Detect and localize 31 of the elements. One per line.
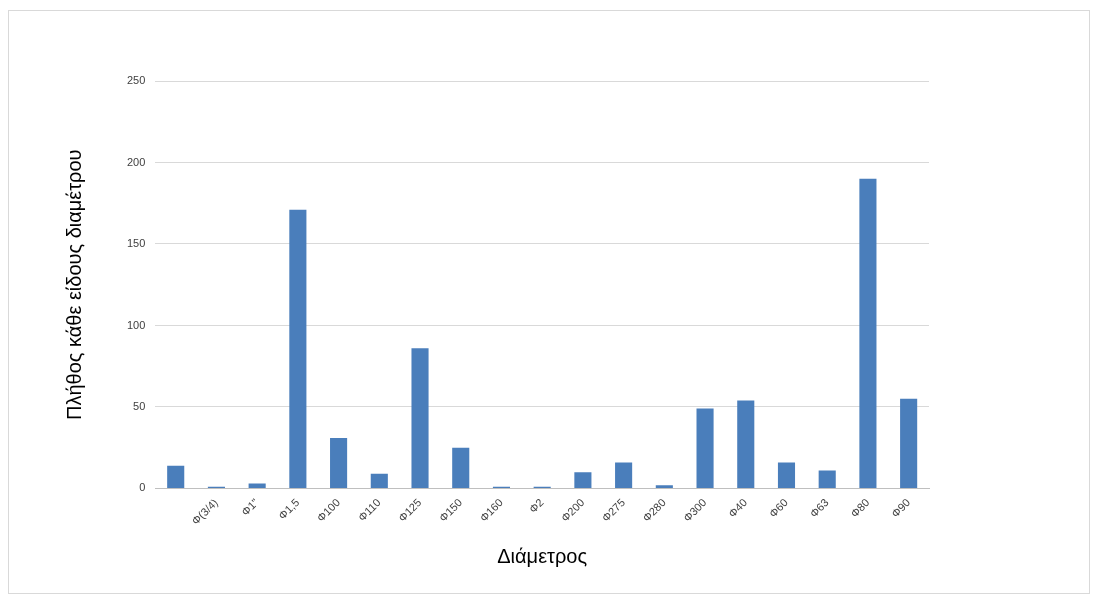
bar <box>615 462 633 488</box>
bar <box>818 470 836 488</box>
y-tick-label: 0 <box>139 481 146 494</box>
bar <box>696 408 714 488</box>
bar <box>330 437 348 488</box>
x-axis-title: Διάμετρος <box>497 544 588 567</box>
y-tick-label: 150 <box>126 237 146 250</box>
bar <box>574 472 592 488</box>
x-tick-label: Φ2 <box>526 496 546 516</box>
bar <box>411 348 429 488</box>
x-tick-label: Φ90 <box>888 496 913 520</box>
y-tick-label: 250 <box>126 74 146 87</box>
bar <box>167 465 185 488</box>
y-tick-label: 100 <box>126 318 146 331</box>
bar <box>777 462 796 488</box>
bar <box>248 483 266 488</box>
bar <box>655 485 673 488</box>
y-tick-label: 50 <box>133 400 146 413</box>
bar <box>859 178 877 488</box>
bar <box>452 447 470 488</box>
x-tick-label: Φ80 <box>848 496 872 520</box>
x-tick-label: Φ40 <box>725 496 750 520</box>
y-tick-label: 200 <box>126 155 146 168</box>
y-axis-title: Πλήθος κάθε είδους διαμέτρου <box>62 149 85 421</box>
x-tick-label: Φ60 <box>766 496 791 520</box>
bar <box>370 473 388 488</box>
bar <box>737 400 755 488</box>
bar <box>289 209 307 488</box>
x-tick-label: Φ1" <box>238 496 261 518</box>
bar <box>900 398 918 488</box>
x-tick-label: Φ63 <box>807 496 831 520</box>
